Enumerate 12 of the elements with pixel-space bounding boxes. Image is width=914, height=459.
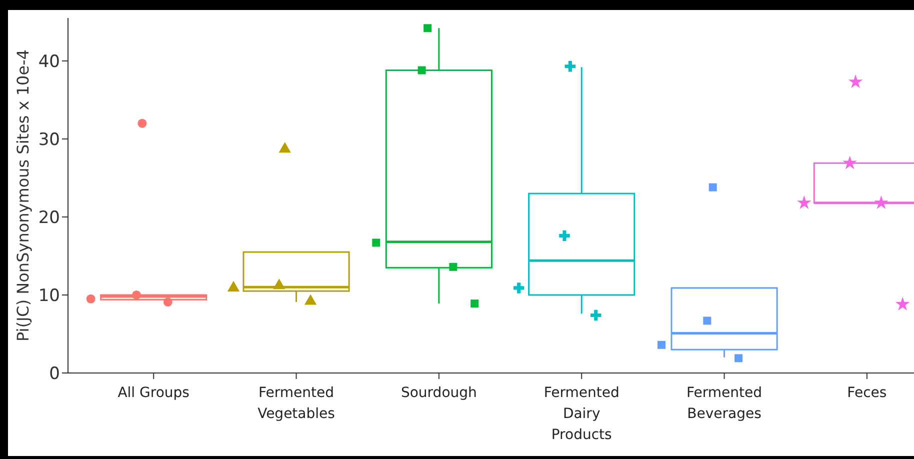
x-tick-label: All Groups bbox=[118, 385, 190, 401]
x-tick-label: Feces bbox=[847, 385, 887, 401]
y-tick-label: 10 bbox=[38, 286, 60, 306]
x-tick-label: Fermented Vegetables bbox=[258, 385, 335, 422]
x-tick-label: Fermented Dairy Products bbox=[544, 385, 620, 443]
y-axis-title: Pi(JC) NonSynonymous Sites x 10e-4 bbox=[14, 49, 33, 342]
y-tick-label: 0 bbox=[49, 364, 60, 384]
y-tick-label: 30 bbox=[38, 130, 60, 150]
x-tick-label: Fermented Beverages bbox=[686, 385, 762, 422]
y-tick-label: 20 bbox=[38, 208, 60, 228]
x-tick-label: Sourdough bbox=[400, 385, 477, 401]
y-tick-label: 40 bbox=[38, 52, 60, 72]
